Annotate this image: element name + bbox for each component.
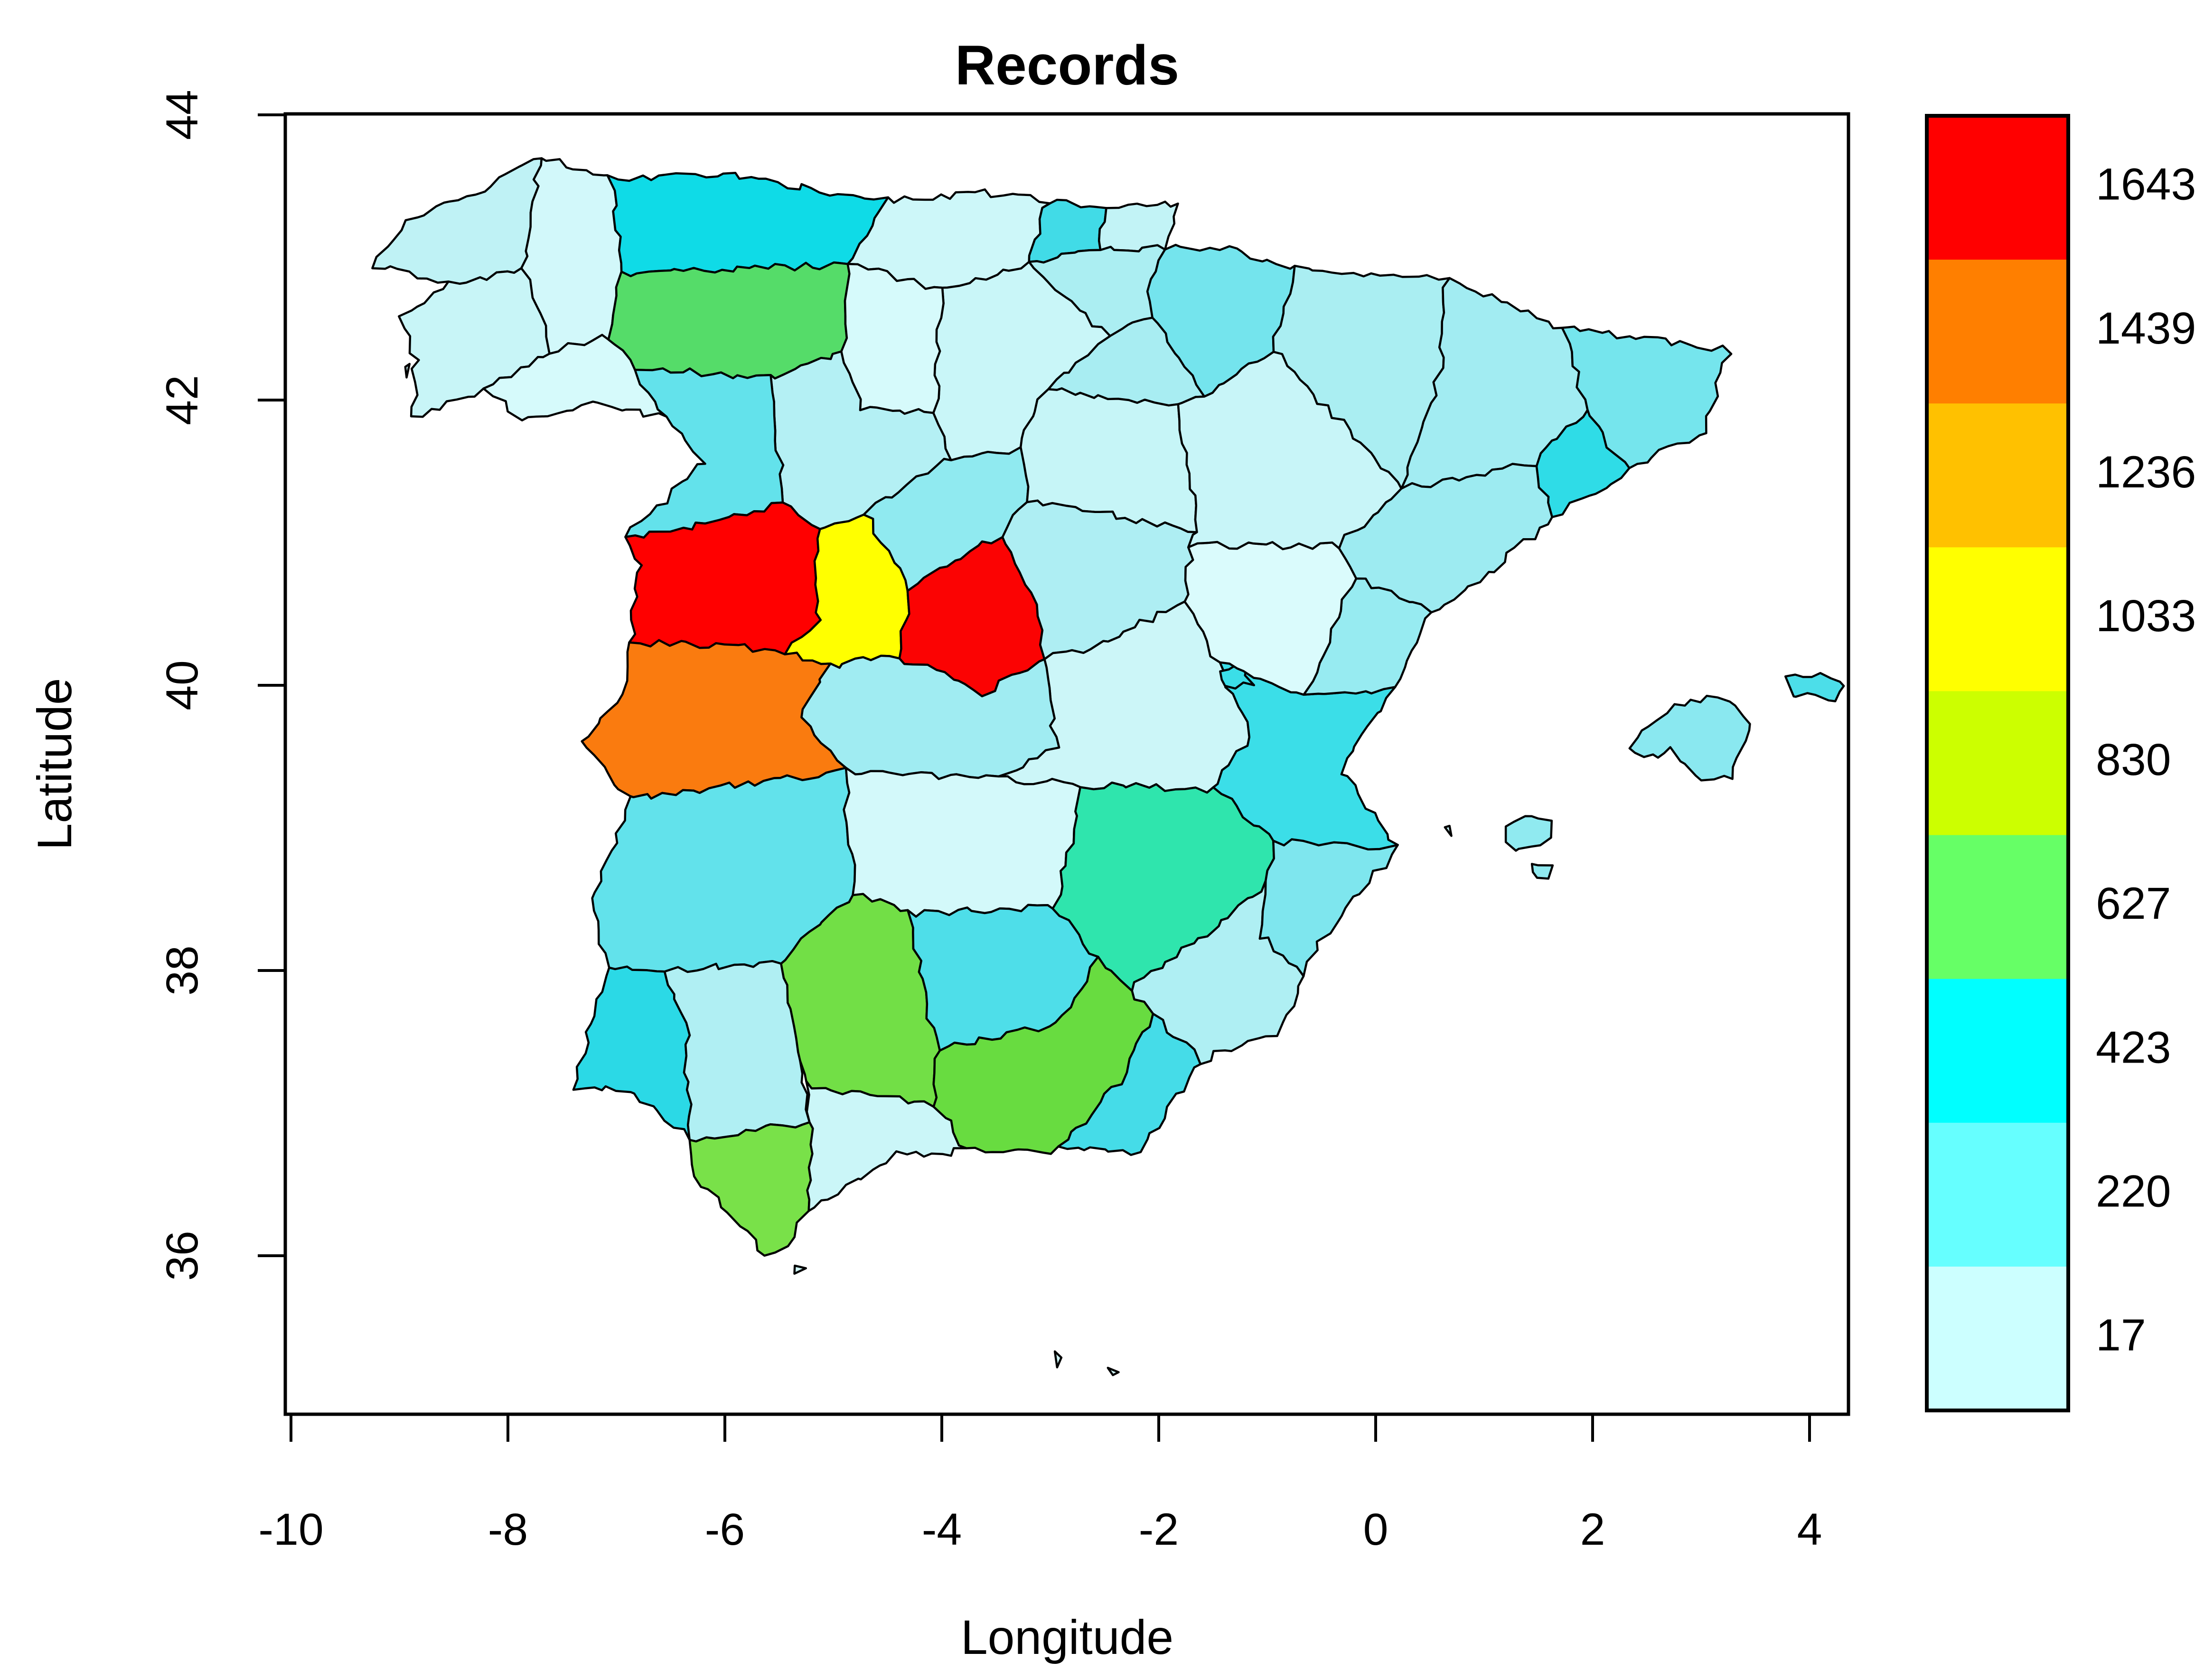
province-malaga: [805, 1080, 968, 1212]
legend-band-220: [1927, 1122, 2068, 1267]
province-ibiza: [1504, 815, 1553, 852]
province-chafarinas-islet: [1107, 1366, 1120, 1376]
province-ciudad-real: [843, 766, 1082, 918]
legend-label-1033: 1033: [2096, 591, 2195, 641]
y-tick-label: 38: [157, 945, 207, 996]
provinces-layer: [371, 157, 1845, 1376]
legend-band-1236: [1927, 403, 2068, 548]
legend-band-1033: [1927, 547, 2068, 692]
legend-label-1643: 1643: [2096, 159, 2195, 210]
x-tick-label: 0: [1363, 1504, 1388, 1555]
x-tick-label: -6: [705, 1504, 745, 1555]
province-guipuzcoa: [1098, 200, 1179, 252]
province-melilla: [1053, 1350, 1063, 1369]
x-tick-label: 2: [1580, 1504, 1605, 1555]
y-tick-label: 44: [157, 90, 207, 140]
legend-label-17: 17: [2096, 1310, 2146, 1360]
legend-band-423: [1927, 979, 2068, 1123]
province-tarragona: [1338, 463, 1553, 614]
province-cies-islet: [404, 363, 411, 379]
province-ceuta: [793, 1264, 807, 1275]
legend-band-627: [1927, 835, 2068, 980]
x-axis-title: Longitude: [961, 1610, 1173, 1664]
province-asturias: [606, 171, 890, 278]
legend-band-17: [1927, 1266, 2068, 1411]
y-tick-label: 42: [157, 375, 207, 425]
province-formentera: [1530, 863, 1554, 880]
province-toledo: [800, 654, 1060, 780]
province-barcelona: [1535, 409, 1631, 518]
legend-label-830: 830: [2096, 735, 2171, 785]
y-tick-label: 40: [157, 660, 207, 710]
y-axis: 36 38 40 42 44: [157, 90, 285, 1281]
province-cadiz: [688, 1121, 814, 1257]
legend-label-220: 220: [2096, 1166, 2171, 1216]
x-tick-label: -8: [488, 1504, 528, 1555]
x-tick-label: -10: [258, 1504, 323, 1555]
province-menorca: [1784, 672, 1845, 702]
province-columbretes-islet: [1444, 824, 1453, 837]
legend-label-1439: 1439: [2096, 303, 2195, 354]
legend-band-1439: [1927, 260, 2068, 404]
legend-label-1236: 1236: [2096, 447, 2195, 497]
y-tick-label: 36: [157, 1231, 207, 1281]
legend-band-1643: [1927, 116, 2068, 261]
x-tick-label: -4: [922, 1504, 962, 1555]
province-mallorca: [1628, 694, 1751, 782]
plot-box: [283, 112, 1850, 1416]
legend-label-627: 627: [2096, 878, 2171, 929]
plot-title: Records: [955, 34, 1179, 97]
legend-colorbar: 1643 1439 1236 1033 830 627 423 220 17: [1925, 114, 2195, 1412]
legend-border: [1925, 114, 2070, 1412]
legend-band-830: [1927, 691, 2068, 836]
x-tick-label: 4: [1797, 1504, 1822, 1555]
legend-label-423: 423: [2096, 1022, 2171, 1073]
province-almeria: [1057, 1012, 1202, 1156]
x-tick-label: -2: [1139, 1504, 1179, 1555]
y-axis-title: Latitude: [28, 678, 82, 850]
x-axis: -10 -8 -6 -4 -2 0 2 4: [258, 1414, 1822, 1555]
province-a-coruna: [371, 157, 543, 285]
